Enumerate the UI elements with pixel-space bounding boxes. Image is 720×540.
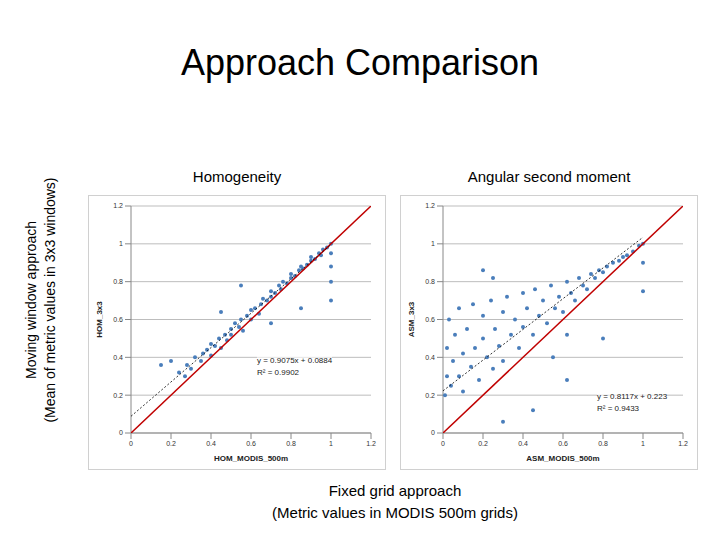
- svg-text:0: 0: [129, 440, 133, 447]
- html-text:Homogeneity: Homogeneity: [192, 168, 282, 185]
- svg-text:0.4: 0.4: [206, 440, 216, 447]
- svg-text:0.2: 0.2: [425, 392, 435, 399]
- svg-text:0.6: 0.6: [246, 440, 256, 447]
- svg-text:ASM_MODIS_500m: ASM_MODIS_500m: [526, 454, 599, 463]
- svg-text:0.6: 0.6: [425, 316, 435, 323]
- svg-text:1: 1: [329, 440, 333, 447]
- svg-text:0.6: 0.6: [558, 440, 568, 447]
- svg-text:0: 0: [441, 440, 445, 447]
- svg-text:0.2: 0.2: [113, 392, 123, 399]
- html-text:Angular second moment: Angular second moment: [467, 168, 631, 185]
- svg-text:0.8: 0.8: [286, 440, 296, 447]
- html-text:(Mean of metric values in 3x3: (Mean of metric values in 3x3 windows): [42, 177, 58, 423]
- html-text:R² = 0.9433: R² = 0.9433: [597, 404, 639, 413]
- svg-text:1.2: 1.2: [113, 202, 123, 209]
- svg-text:0: 0: [119, 429, 123, 436]
- svg-text:0.8: 0.8: [425, 278, 435, 285]
- html-text:Moving window approach: Moving window approach: [23, 221, 39, 379]
- html-text:(Metric values in MODIS 500m g: (Metric values in MODIS 500m grids): [272, 504, 518, 521]
- svg-text:0.8: 0.8: [113, 278, 123, 285]
- svg-text:HOM_3x3: HOM_3x3: [95, 301, 104, 338]
- svg-text:1.2: 1.2: [678, 440, 688, 447]
- html-text:R² = 0.9902: R² = 0.9902: [257, 368, 299, 377]
- svg-text:0.8: 0.8: [598, 440, 608, 447]
- html-text:y = 0.9075x + 0.0884: y = 0.9075x + 0.0884: [257, 356, 333, 365]
- html-text:y = 0.8117x + 0.223: y = 0.8117x + 0.223: [597, 392, 668, 401]
- svg-text:0.4: 0.4: [425, 354, 435, 361]
- svg-text:1.2: 1.2: [425, 202, 435, 209]
- svg-text:1.2: 1.2: [366, 440, 376, 447]
- svg-text:1: 1: [119, 240, 123, 247]
- svg-text:0.4: 0.4: [518, 440, 528, 447]
- html-text:Approach Comparison: Approach Comparison: [180, 42, 540, 83]
- svg-text:0.6: 0.6: [113, 316, 123, 323]
- svg-text:0.4: 0.4: [113, 354, 123, 361]
- svg-text:ASM_3x3: ASM_3x3: [407, 301, 416, 337]
- html-text:Fixed grid approach: Fixed grid approach: [328, 482, 462, 499]
- svg-text:1: 1: [431, 240, 435, 247]
- svg-text:0.2: 0.2: [478, 440, 488, 447]
- svg-text:1: 1: [641, 440, 645, 447]
- svg-text:0.2: 0.2: [166, 440, 176, 447]
- svg-text:0: 0: [431, 429, 435, 436]
- svg-text:HOM_MODIS_500m: HOM_MODIS_500m: [214, 454, 288, 463]
